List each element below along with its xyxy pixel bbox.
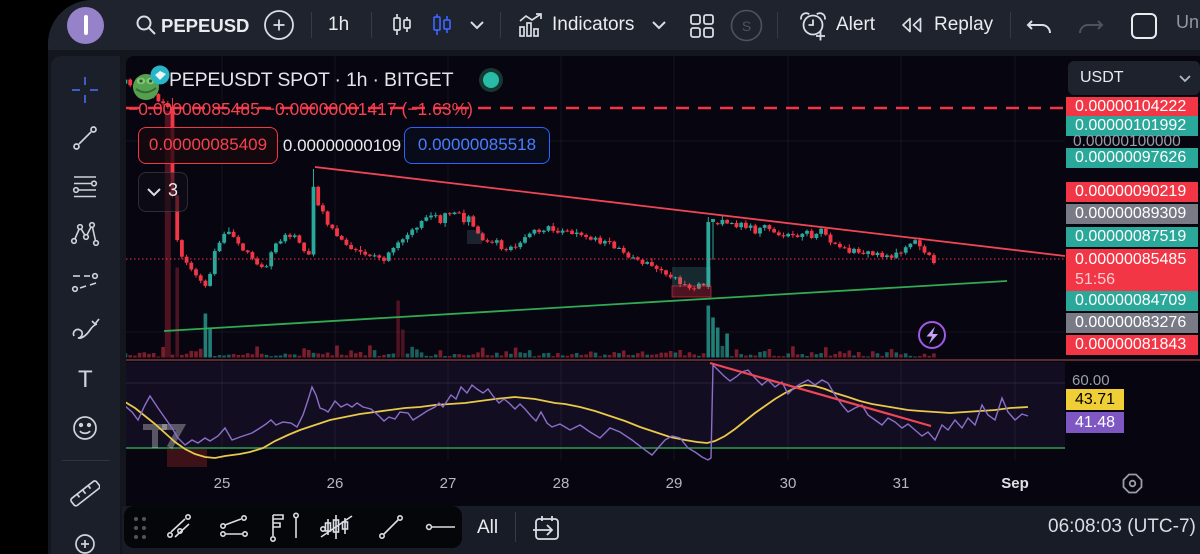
- svg-text:S: S: [742, 18, 751, 34]
